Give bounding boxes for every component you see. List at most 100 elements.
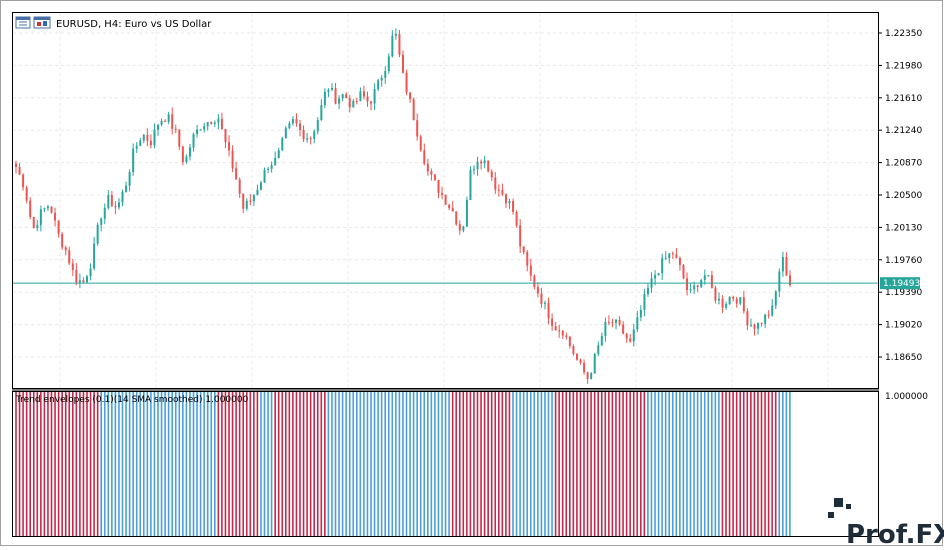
candle-body [274, 158, 277, 166]
candle-body [196, 129, 199, 135]
candle-body [629, 338, 632, 342]
chart-maximize-icon[interactable] [33, 16, 51, 29]
candle-body [256, 189, 259, 196]
candle-body [774, 291, 777, 306]
candle-body [572, 345, 575, 355]
candle-body [473, 169, 476, 171]
candle-body [529, 265, 532, 276]
candle-body [89, 268, 92, 277]
candle-body [61, 233, 64, 248]
candle-body [68, 250, 71, 264]
candle-body [646, 287, 649, 295]
candle-body [707, 275, 710, 277]
candle-body [739, 297, 742, 304]
candle-body [263, 169, 266, 183]
candle-body [114, 206, 117, 208]
candle-body [714, 287, 717, 301]
candle-body [330, 88, 333, 90]
candle-body [508, 200, 511, 204]
candle-body [749, 324, 752, 326]
candle-body [64, 247, 67, 251]
candle-body [359, 91, 362, 102]
candle-body [693, 285, 696, 290]
candle-body [551, 318, 554, 327]
candle-body [437, 179, 440, 193]
candle-body [398, 34, 401, 55]
candle-body [504, 194, 507, 204]
candle-body [277, 150, 280, 159]
candle-body [36, 225, 39, 229]
candle-body [469, 169, 472, 200]
candle-body [607, 321, 610, 323]
current-price-tag: 1.19493 [880, 277, 920, 290]
y-tick-label: 1.18650 [885, 353, 922, 363]
candle-body [178, 129, 181, 147]
candle-body [483, 160, 486, 164]
candle-body [426, 163, 429, 172]
candle-body [188, 147, 191, 157]
candle-body [515, 211, 518, 226]
candle-body [725, 304, 728, 308]
candle-body [54, 212, 57, 221]
y-tick-label: 1.21240 [885, 126, 922, 136]
candle-body [771, 305, 774, 316]
candle-body [781, 257, 784, 272]
candle-body [402, 54, 404, 73]
candle-body [494, 177, 497, 190]
candle-body [497, 189, 500, 191]
candle-body [171, 114, 174, 129]
candle-body [327, 89, 330, 92]
candle-body [103, 207, 106, 219]
candle-body [107, 195, 110, 208]
price-pane[interactable] [12, 12, 879, 389]
candle-body [348, 98, 351, 108]
candle-body [206, 122, 209, 127]
candle-body [391, 35, 394, 57]
candle-body [338, 98, 341, 104]
candle-body [536, 287, 539, 294]
candle-body [597, 345, 600, 354]
candle-body [394, 34, 397, 36]
candle-body [448, 204, 451, 209]
chart-window-icon[interactable] [15, 16, 31, 29]
candle-body [732, 296, 735, 299]
candle-body [377, 80, 380, 90]
candle-body [142, 134, 145, 141]
candle-body [25, 187, 28, 201]
candle-body [767, 314, 770, 316]
candle-body [306, 138, 309, 140]
candle-body [15, 163, 17, 168]
candle-body [181, 146, 184, 163]
candle-body [235, 168, 238, 180]
candle-body [135, 145, 138, 149]
candle-body [18, 167, 21, 175]
candle-body [785, 257, 788, 276]
candle-body [501, 189, 504, 195]
candle-body [615, 319, 618, 323]
candle-body [355, 101, 358, 103]
y-tick-label: 1.21610 [885, 94, 922, 104]
candle-body [462, 226, 465, 231]
candle-body [245, 200, 248, 209]
candle-body [203, 126, 206, 130]
candle-body [604, 321, 607, 337]
candle-body [270, 165, 273, 169]
candle-body [480, 161, 483, 164]
candle-body [370, 101, 373, 104]
candle-body [93, 243, 96, 269]
candle-body [199, 129, 202, 131]
candle-body [689, 289, 692, 291]
chart-title-bar: EURUSD, H4: Euro vs US Dollar [15, 16, 212, 30]
candle-body [586, 372, 589, 379]
candle-body [568, 336, 571, 346]
candle-body [458, 224, 461, 231]
candle-body [117, 202, 120, 208]
candle-body [39, 209, 42, 226]
candle-body [742, 297, 745, 312]
candle-body [174, 128, 177, 130]
candle-body [291, 119, 294, 124]
candle-body [441, 192, 444, 195]
candle-body [149, 140, 152, 146]
